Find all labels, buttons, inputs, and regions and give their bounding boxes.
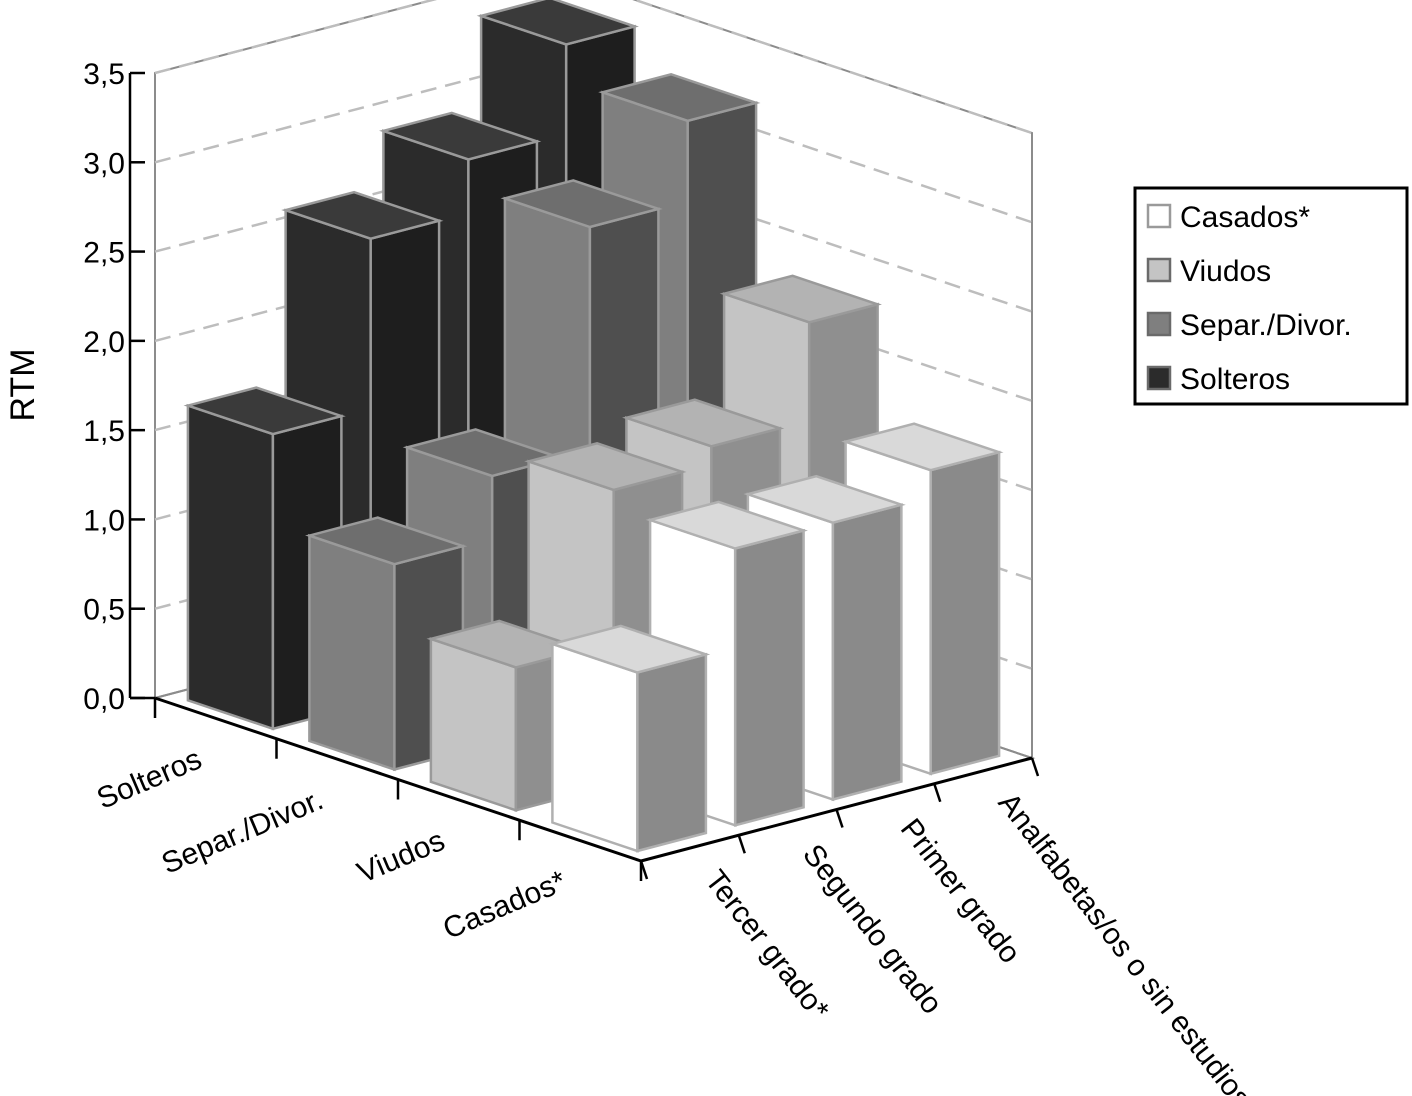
category-axis-label: Tercer grado*: [698, 864, 835, 1026]
category-axis-tick: [737, 834, 746, 854]
axes: [128, 71, 1040, 881]
category-axis-tick: [1030, 757, 1040, 777]
bar-top-face: [500, 179, 663, 229]
bar-top-face: [476, 0, 639, 46]
y-tick-label: 3,5: [83, 58, 125, 91]
legend: Casados* Viudos Separ./Divor. Solteros: [1133, 186, 1409, 406]
bar-top-face: [524, 441, 687, 492]
bar-front-face: [186, 403, 275, 731]
legend-swatch: [1146, 311, 1172, 337]
bar-top-face: [548, 624, 711, 674]
y-tick-label: 2,5: [83, 237, 125, 270]
bar-top-face: [183, 386, 346, 436]
y-tick-label: 1,0: [83, 504, 125, 537]
category-axis-label: Analfabetas/os o sin estudios: [992, 787, 1258, 1096]
category-axis-tick: [835, 809, 844, 828]
legend-swatch: [1146, 365, 1172, 391]
bar-top-face: [645, 500, 808, 550]
bar-top-face: [379, 111, 542, 161]
series-axis-label: Viudos: [353, 824, 450, 890]
bar-front-face: [429, 637, 518, 813]
legend-box: [1133, 186, 1409, 406]
bar: [548, 624, 711, 853]
legend-label: Separ./Divor.: [1180, 309, 1352, 342]
category-axis-tick: [639, 860, 649, 880]
category-axis-tick: [933, 783, 942, 803]
y-tick-label: 3,0: [83, 147, 125, 180]
bar-top-face: [743, 474, 906, 525]
series-axis-label: Separ./Divor.: [157, 783, 328, 880]
legend-swatch: [1146, 203, 1172, 229]
y-tick-label: 1,5: [83, 415, 125, 448]
y-tick-labels: 0,0 0,5 1,0 1,5 2,0 2,5 3,0 3,5: [83, 58, 125, 716]
bars: [183, 0, 1004, 853]
bar: [183, 386, 346, 731]
bar-top-face: [841, 422, 1004, 472]
bar-side-face: [831, 503, 903, 802]
bar-top-face: [622, 398, 785, 448]
bar-top-face: [719, 274, 882, 324]
bar-side-face: [636, 652, 708, 853]
series-axis-label: Casados*: [438, 865, 571, 946]
gridline: [154, 0, 1033, 135]
series-axis-label: Solteros: [92, 742, 206, 815]
legend-label: Casados*: [1180, 201, 1310, 234]
bar-side-face: [733, 528, 805, 827]
y-tick-label: 0,5: [83, 594, 125, 627]
category-axis-label: Primer grado: [894, 813, 1027, 970]
bar-top-face: [598, 72, 761, 123]
bar-side-face: [929, 450, 1001, 776]
bar-top-face: [305, 516, 468, 566]
bar-front-face: [551, 642, 639, 853]
legend-label: Viudos: [1180, 255, 1271, 288]
y-tick-label: 2,0: [83, 326, 125, 359]
legend-swatch: [1146, 257, 1172, 283]
y-tick-label: 0,0: [83, 683, 125, 716]
bar-front-face: [308, 533, 396, 772]
y-axis-title: RTM: [4, 348, 42, 421]
legend-label: Solteros: [1180, 363, 1290, 396]
bar-top-face: [281, 190, 444, 241]
